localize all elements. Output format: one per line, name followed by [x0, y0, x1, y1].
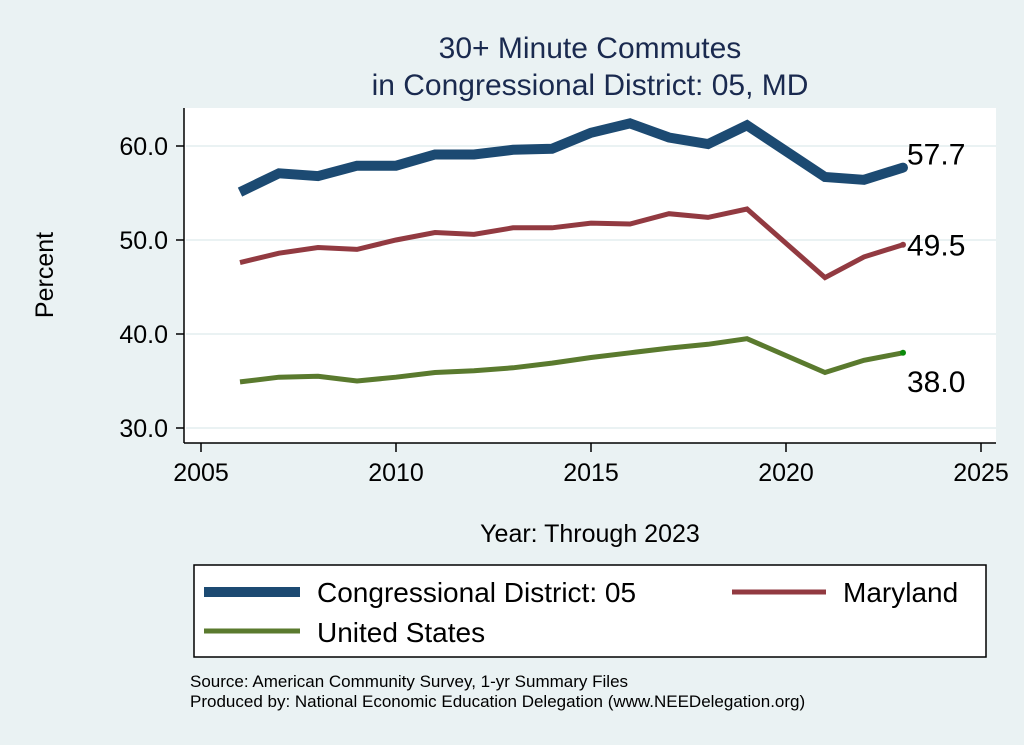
y-ticks: 30.0 40.0 50.0 60.0	[119, 133, 184, 443]
x-tick-label-2025: 2025	[953, 459, 1009, 487]
series-line-united-states	[239, 336, 904, 385]
x-tick-label-2010: 2010	[368, 459, 424, 487]
y-tick-label-30: 30.0	[119, 415, 168, 443]
x-tick-label-2015: 2015	[563, 459, 619, 487]
gridlines	[186, 145, 996, 429]
end-label-maryland: 49.5	[907, 230, 965, 263]
end-marker-congressional-district-05	[898, 162, 908, 173]
producer-note: Produced by: National Economic Education…	[190, 692, 805, 711]
y-tick-label-50: 50.0	[119, 227, 168, 255]
y-axis-label: Percent	[31, 232, 59, 318]
y-tick-label-60: 60.0	[119, 133, 168, 161]
legend-label-united-states: United States	[317, 617, 485, 648]
x-axis-label: Year: Through 2023	[480, 520, 700, 548]
legend-item-united-states: United States	[204, 617, 485, 648]
end-label-congressional-district-05: 57.7	[907, 139, 965, 172]
series-lines	[237, 118, 908, 385]
plot-area	[184, 108, 996, 443]
legend-label-cd05: Congressional District: 05	[317, 577, 636, 608]
x-tick-label-2005: 2005	[173, 459, 229, 487]
chart-title-line-1: 30+ Minute Commutes	[439, 32, 742, 65]
x-ticks: 2005 2010 2015 2020 2025	[173, 443, 1009, 487]
y-tick-label-40: 40.0	[119, 321, 168, 349]
legend-box	[193, 564, 987, 658]
end-labels: 57.7 49.5 38.0	[907, 139, 965, 399]
source-note: Source: American Community Survey, 1-yr …	[190, 672, 628, 691]
legend-label-maryland: Maryland	[843, 577, 958, 608]
x-tick-label-2020: 2020	[758, 459, 814, 487]
end-marker-united-states	[900, 349, 906, 356]
series-line-maryland	[239, 206, 904, 281]
end-label-united-states: 38.0	[907, 366, 965, 399]
series-line-congressional-district-05	[237, 118, 905, 197]
end-marker-maryland	[900, 241, 906, 248]
chart-title-line-2: in Congressional District: 05, MD	[372, 69, 809, 102]
legend-item-cd05: Congressional District: 05	[204, 577, 636, 608]
legend-item-maryland: Maryland	[732, 577, 958, 608]
